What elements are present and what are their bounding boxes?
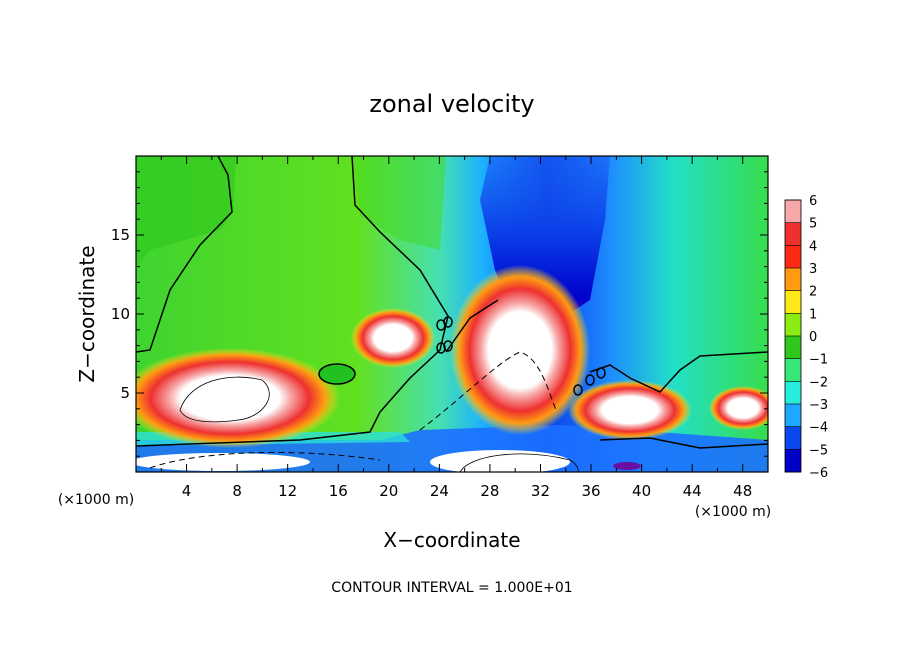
positive-contour-left — [179, 376, 270, 423]
zero-contour-right — [589, 351, 768, 449]
colorbar-swatch — [785, 358, 801, 382]
surface-white-left — [136, 453, 310, 471]
colorbar-label: −6 — [809, 466, 828, 481]
colorbar-swatch — [785, 313, 801, 337]
contour-interval-note: CONTOUR INTERVAL = 1.000E+01 — [331, 580, 572, 596]
heatmap-field — [136, 156, 768, 472]
negative-contour-surface — [149, 351, 557, 469]
colorbar-label: −4 — [809, 421, 828, 436]
colorbar-swatch — [785, 449, 801, 473]
surface-white-core — [430, 450, 570, 472]
x-tick-label: 20 — [379, 482, 398, 500]
colorbar-label: 4 — [809, 239, 817, 254]
westerly-jet-far-right — [709, 386, 768, 430]
colorbar-swatch — [785, 290, 801, 314]
x-tick-label: 12 — [278, 482, 297, 500]
colorbar-swatch — [785, 381, 801, 405]
x-unit-right: (×1000 m) — [695, 504, 771, 520]
colorbar-frame — [784, 199, 802, 473]
contour-loops — [318, 316, 606, 396]
y-axis-ticks: 5 10 15 — [111, 171, 768, 457]
colorbar-label: −2 — [809, 375, 828, 390]
colorbar: 6 5 4 3 2 1 0 −1 −2 −3 −4 −5 −6 — [785, 194, 828, 481]
colorbar-label: −5 — [809, 443, 828, 458]
colorbar-swatch — [785, 200, 801, 224]
upper-green-zone — [136, 156, 236, 268]
x-tick-label: 24 — [430, 482, 449, 500]
x-axis-label: X−coordinate — [383, 528, 520, 552]
colorbar-swatch — [785, 336, 801, 360]
y-axis-label: Z−coordinate — [75, 245, 99, 382]
x-tick-label: 4 — [182, 482, 192, 500]
colorbar-label: 0 — [809, 330, 817, 345]
y-tick-label: 5 — [120, 384, 130, 402]
y-tick-label: 15 — [111, 226, 130, 244]
x-axis-ticks: 4 8 12 16 20 24 28 32 36 40 44 48 — [160, 156, 752, 500]
y-tick-label: 10 — [111, 305, 130, 323]
westerly-jet-low-left — [136, 348, 340, 448]
colorbar-swatch — [785, 426, 801, 450]
chart-title: zonal velocity — [369, 90, 534, 118]
x-tick-label: 8 — [232, 482, 242, 500]
colorbar-label: 1 — [809, 307, 817, 322]
westerly-core-mid — [351, 308, 435, 368]
colorbar-label: −3 — [809, 398, 828, 413]
x-tick-label: 48 — [733, 482, 752, 500]
x-tick-label: 36 — [581, 482, 600, 500]
westerly-jet-low-right — [568, 380, 692, 440]
upper-green-zone-mid — [352, 156, 446, 250]
colorbar-swatch — [785, 245, 801, 269]
colorbar-label: 2 — [809, 285, 817, 300]
green-blob — [319, 364, 355, 384]
colorbar-label: −1 — [809, 353, 828, 368]
x-unit-left: (×1000 m) — [58, 492, 134, 508]
x-tick-label: 16 — [329, 482, 348, 500]
x-tick-label: 28 — [480, 482, 499, 500]
surface-purple-spot — [613, 462, 641, 470]
x-tick-label: 40 — [632, 482, 651, 500]
zero-contour — [136, 156, 499, 447]
positive-contour-surface — [459, 453, 579, 472]
colorbar-swatch — [785, 268, 801, 292]
x-tick-label: 32 — [531, 482, 550, 500]
colorbar-label: 3 — [809, 262, 817, 277]
x-tick-label: 44 — [683, 482, 702, 500]
colorbar-label: 6 — [809, 194, 817, 209]
colorbar-swatch — [785, 404, 801, 428]
colorbar-label: 5 — [809, 217, 817, 232]
colorbar-swatch — [785, 222, 801, 246]
